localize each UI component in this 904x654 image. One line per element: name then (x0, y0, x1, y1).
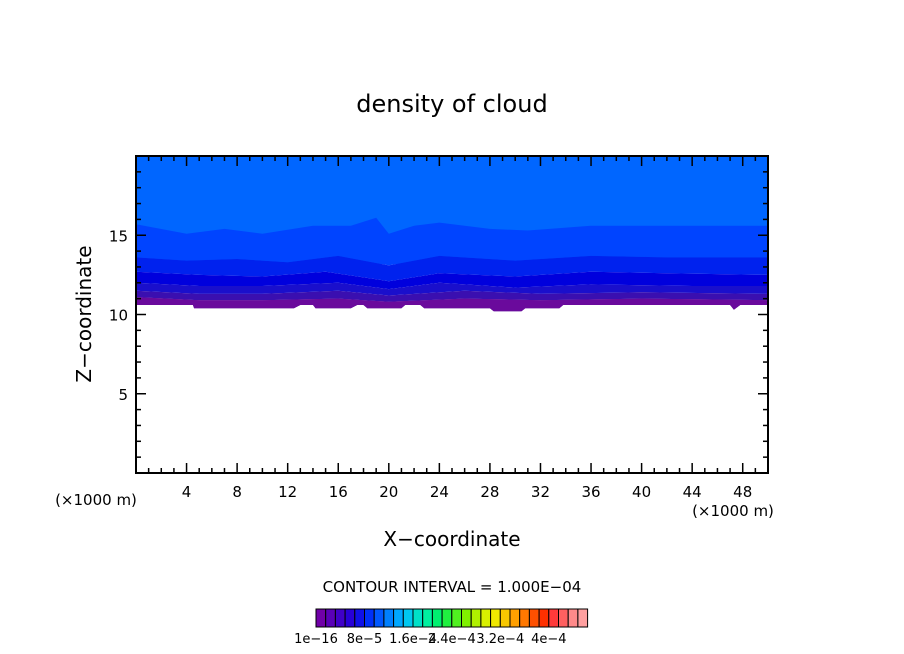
x-tick-label: 32 (531, 483, 550, 501)
colorbar-swatch (528, 608, 540, 628)
colorbar-swatch (402, 608, 414, 628)
x-tick-label: 24 (430, 483, 449, 501)
contour-band-0 (136, 156, 768, 234)
chart-title: density of cloud (356, 90, 547, 118)
colorbar-swatch (548, 608, 559, 628)
y-tick-label: 10 (109, 307, 128, 325)
x-tick-label: 12 (278, 483, 297, 501)
colorbar-label: 1e−16 (294, 632, 338, 647)
colorbar-swatch (412, 608, 424, 628)
contour-band-2 (136, 255, 768, 282)
colorbar-swatch (431, 608, 443, 628)
colorbar-swatch (558, 608, 569, 628)
colorbar-swatch (364, 608, 375, 628)
colorbar-swatch (325, 608, 336, 628)
colorbar-label: 1.6e−4 (389, 632, 437, 647)
y-tick-label: 15 (109, 227, 128, 245)
y-axis-label: Z−coordinate (72, 245, 96, 382)
colorbar-swatch (422, 608, 433, 628)
x-tick-label: 48 (733, 483, 752, 501)
contour-band-bottom (136, 297, 768, 312)
x-tick-labels: 4 8 12 16 20 24 28 32 36 40 44 48 (182, 483, 752, 501)
colorbar-swatch (490, 608, 501, 628)
colorbar-swatch (315, 608, 327, 628)
colorbar-labels: 1e−16 8e−5 1.6e−42.4e−4 3.2e−4 4e−4 (294, 632, 566, 647)
colorbar-swatch (461, 608, 472, 628)
colorbar-swatch (499, 608, 511, 628)
x-tick-label: 8 (232, 483, 242, 501)
colorbar-swatch (393, 608, 404, 628)
colorbar-swatch (480, 608, 492, 628)
contour-band-4 (136, 282, 768, 296)
colorbar-swatch (577, 608, 589, 628)
colorbar-swatch (373, 608, 385, 628)
contour-band-1 (136, 217, 768, 266)
x-unit-label-left: (×1000 m) (55, 491, 137, 509)
x-tick-label: 20 (379, 483, 398, 501)
contour-band-3 (136, 271, 768, 290)
colorbar (315, 608, 589, 628)
colorbar-label: 2.4e−4 (428, 632, 476, 647)
x-axis-label: X−coordinate (383, 527, 520, 551)
colorbar-label: 3.2e−4 (476, 632, 524, 647)
x-tick-label: 4 (182, 483, 192, 501)
plot-frame (135, 155, 769, 474)
x-tick-label: 40 (632, 483, 651, 501)
colorbar-swatch (567, 608, 579, 628)
colorbar-swatch (470, 608, 482, 628)
colorbar-swatch (441, 608, 453, 628)
x-unit-label-right: (×1000 m) (692, 502, 774, 520)
colorbar-swatch (334, 608, 346, 628)
colorbar-label: 8e−5 (347, 632, 382, 647)
x-tick-label: 28 (480, 483, 499, 501)
plot-area (136, 156, 768, 312)
colorbar-swatch (509, 608, 521, 628)
y-tick-label: 5 (118, 386, 128, 404)
contour-interval-label: CONTOUR INTERVAL = 1.000E−04 (323, 578, 582, 596)
colorbar-swatch (344, 608, 356, 628)
x-tick-label: 44 (683, 483, 702, 501)
colorbar-swatch (538, 608, 550, 628)
colorbar-swatch (383, 608, 395, 628)
colorbar-label: 4e−4 (531, 632, 566, 647)
colorbar-swatch (519, 608, 530, 628)
x-tick-label: 36 (581, 483, 600, 501)
colorbar-swatch (354, 608, 365, 628)
y-tick-labels: 5 10 15 (109, 227, 128, 404)
colorbar-swatch (451, 608, 462, 628)
contour-band-5 (136, 290, 768, 302)
x-tick-label: 16 (329, 483, 348, 501)
